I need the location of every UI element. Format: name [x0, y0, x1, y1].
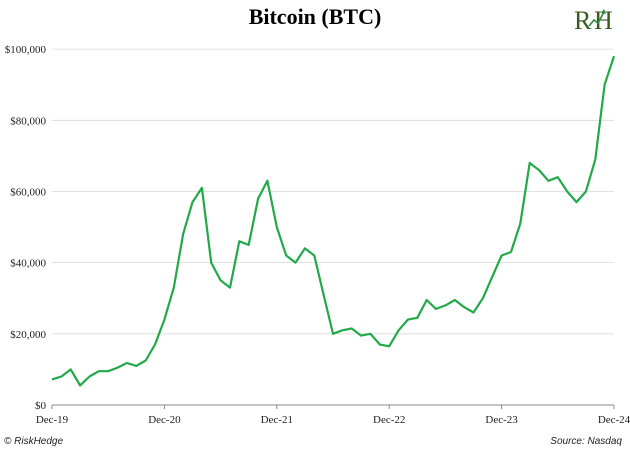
- y-tick-label: $40,000: [10, 258, 46, 270]
- y-tick-label: $80,000: [10, 115, 46, 127]
- svg-text:R: R: [574, 6, 592, 34]
- x-axis: Dec-19 Dec-20 Dec-21 Dec-22 Dec-23 Dec-24: [36, 405, 630, 426]
- source-text: Source: Nasdaq: [550, 436, 622, 447]
- credit-text: © RiskHedge: [4, 436, 64, 447]
- x-tick-label: Dec-21: [261, 414, 293, 426]
- series-line-btc: [51, 55, 616, 387]
- y-tick-label: $100,000: [5, 44, 47, 56]
- y-tick-label: $20,000: [10, 329, 46, 341]
- riskhedge-logo: R H: [572, 4, 618, 35]
- x-tick-label: Dec-23: [485, 414, 518, 426]
- y-tick-label: $60,000: [10, 186, 46, 198]
- x-tick-label: Dec-22: [373, 414, 405, 426]
- x-tick-label: Dec-24: [598, 414, 630, 426]
- y-tick-label: $0: [35, 400, 47, 412]
- chart-title: Bitcoin (BTC): [248, 4, 382, 29]
- y-axis: $0 $20,000 $40,000 $60,000 $80,000 $100,000: [5, 44, 47, 412]
- svg-text:H: H: [594, 6, 613, 34]
- x-tick-label: Dec-19: [36, 414, 69, 426]
- x-tick-label: Dec-20: [148, 414, 181, 426]
- gridlines: [52, 48, 614, 406]
